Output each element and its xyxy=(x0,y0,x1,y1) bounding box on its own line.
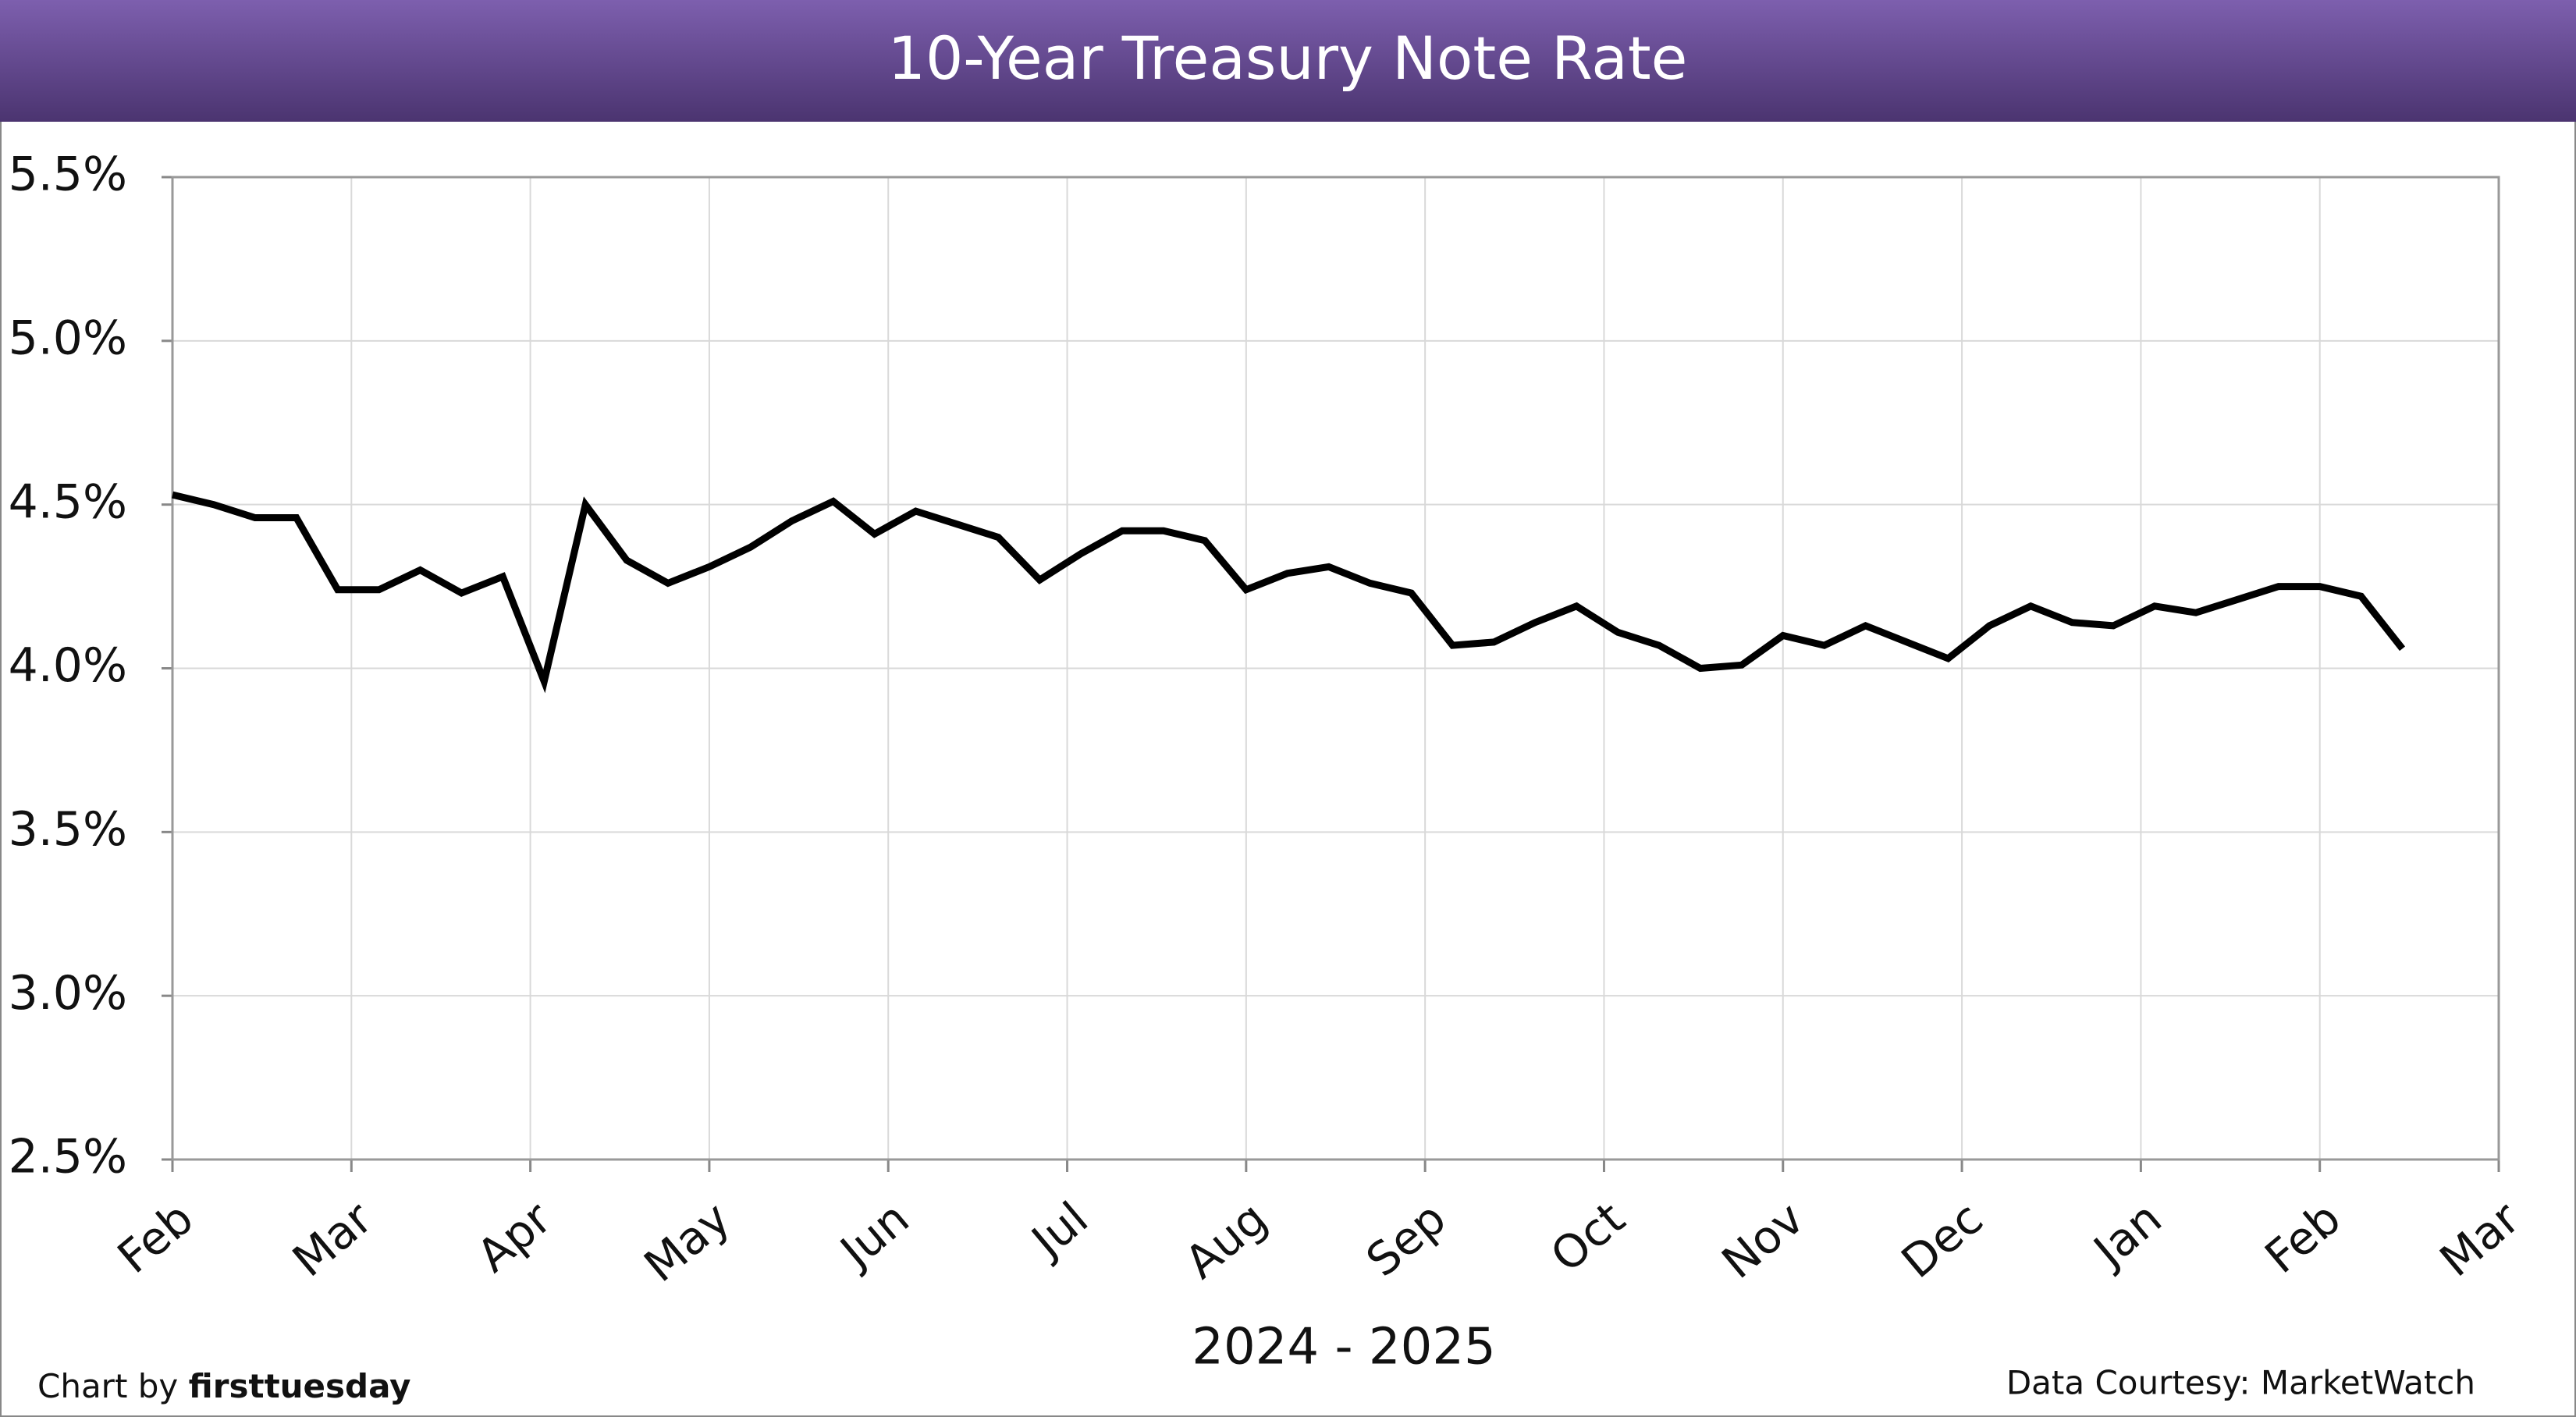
y-tick-label: 4.0% xyxy=(9,638,127,693)
y-tick-label: 5.0% xyxy=(9,311,127,365)
line-series xyxy=(171,491,2406,694)
credit: Chart by firsttuesday xyxy=(37,1367,411,1405)
y-tick-label: 3.0% xyxy=(9,966,127,1021)
y-tick-label: 3.5% xyxy=(9,802,127,857)
plot-border xyxy=(171,176,2500,1161)
credit-prefix: Chart by xyxy=(37,1367,178,1405)
chart-title: 10-Year Treasury Note Rate xyxy=(888,23,1688,93)
title-bar xyxy=(0,0,2576,122)
y-tick-label: 2.5% xyxy=(9,1130,127,1184)
source: Data Courtesy: MarketWatch xyxy=(2006,1364,2475,1402)
x-axis-label: 2024 - 2025 xyxy=(1192,1319,1496,1376)
y-tick-label: 4.5% xyxy=(9,474,127,529)
y-tick-label: 5.5% xyxy=(9,147,127,202)
credit-name: firsttuesday xyxy=(189,1367,411,1405)
